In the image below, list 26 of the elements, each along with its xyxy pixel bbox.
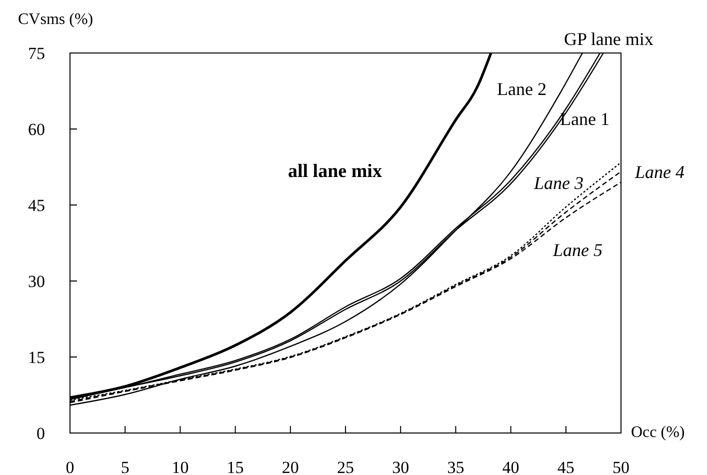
x-tick-label: 50 <box>612 458 630 475</box>
series-label: Lane 1 <box>560 109 610 129</box>
x-tick-label: 25 <box>337 458 354 475</box>
x-tick-label: 10 <box>172 458 189 475</box>
x-tick-label: 35 <box>447 458 464 475</box>
x-axis-title: Occ (%) <box>631 424 685 441</box>
x-tick-label: 30 <box>392 458 410 475</box>
series-label: Lane 2 <box>497 79 546 99</box>
series-label: all lane mix <box>288 161 382 182</box>
series-label: GP lane mix <box>564 29 654 49</box>
y-tick-label: 75 <box>28 44 45 63</box>
y-tick-label: 45 <box>28 196 45 215</box>
y-tick-label: 15 <box>28 348 45 367</box>
x-tick-label: 20 <box>282 458 299 475</box>
x-tick-label: 40 <box>502 458 520 475</box>
y-axis-title: CVsms (%) <box>18 11 94 28</box>
x-tick-label: 45 <box>557 458 574 475</box>
series-label: Lane 3 <box>533 173 584 193</box>
y-tick-label: 60 <box>28 120 45 139</box>
series-label: Lane 4 <box>634 162 684 182</box>
y-tick-label: 30 <box>28 272 45 291</box>
y-tick-label: 0 <box>36 424 45 443</box>
series-label: Lane 5 <box>552 240 602 260</box>
x-tick-label: 0 <box>66 458 74 475</box>
x-tick-label: 5 <box>120 458 130 475</box>
x-tick-label: 15 <box>226 458 244 475</box>
